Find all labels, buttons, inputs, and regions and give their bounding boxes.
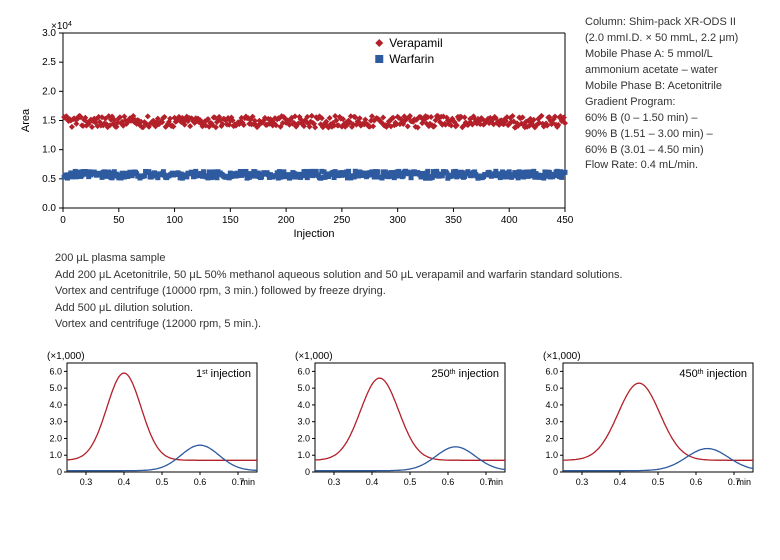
svg-text:100: 100 <box>166 215 183 226</box>
svg-text:(×1,000): (×1,000) <box>295 351 333 362</box>
svg-text:2.0: 2.0 <box>49 433 62 443</box>
svg-text:5.0: 5.0 <box>297 383 310 393</box>
svg-text:450th injection: 450th injection <box>679 368 747 380</box>
svg-text:0.5: 0.5 <box>652 477 665 487</box>
svg-text:2.0: 2.0 <box>42 86 56 97</box>
svg-text:400: 400 <box>501 215 518 226</box>
svg-text:150: 150 <box>222 215 239 226</box>
svg-text:3.0: 3.0 <box>49 416 62 426</box>
svg-text:0.6: 0.6 <box>194 477 207 487</box>
conditions-line: Mobile Phase A: 5 mmol/L <box>585 47 765 63</box>
svg-text:0.6: 0.6 <box>442 477 455 487</box>
svg-text:min: min <box>488 477 503 487</box>
svg-text:1.0: 1.0 <box>49 450 62 460</box>
chromatogram-panel: 01.02.03.04.05.06.00.30.40.50.60.7(×1,00… <box>531 347 759 492</box>
svg-text:5.0: 5.0 <box>545 383 558 393</box>
svg-text:350: 350 <box>445 215 462 226</box>
conditions-line: (2.0 mmI.D. × 50 mmL, 2.2 μm) <box>585 31 765 47</box>
svg-text:0.5: 0.5 <box>42 174 56 185</box>
chromatogram-row: 01.02.03.04.05.06.00.30.40.50.60.7(×1,00… <box>35 347 765 492</box>
svg-text:4.0: 4.0 <box>297 399 310 409</box>
svg-text:50: 50 <box>113 215 125 226</box>
svg-text:6.0: 6.0 <box>49 366 62 376</box>
svg-text:Verapamil: Verapamil <box>389 36 442 50</box>
svg-text:Injection: Injection <box>294 228 335 240</box>
svg-text:1.0: 1.0 <box>297 450 310 460</box>
protocol-line: Add 200 μL Acetonitrile, 50 μL 50% metha… <box>55 267 695 284</box>
protocol-line: Add 500 μL dilution solution. <box>55 300 695 317</box>
svg-text:250: 250 <box>334 215 351 226</box>
conditions-line: Gradient Program: <box>585 95 765 111</box>
conditions-line: Mobile Phase B: Acetonitrile <box>585 79 765 95</box>
conditions-line: Flow Rate: 0.4 mL/min. <box>585 158 765 174</box>
chromatogram-panel: 01.02.03.04.05.06.00.30.40.50.60.7(×1,00… <box>35 347 263 492</box>
svg-text:0.3: 0.3 <box>576 477 589 487</box>
svg-text:0.0: 0.0 <box>42 203 56 214</box>
svg-text:(×1,000): (×1,000) <box>47 351 85 362</box>
svg-text:0.4: 0.4 <box>366 477 379 487</box>
protocol-text: 200 μL plasma sampleAdd 200 μL Acetonitr… <box>55 250 695 333</box>
svg-text:5.0: 5.0 <box>49 383 62 393</box>
conditions-line: ammonium acetate – water <box>585 63 765 79</box>
conditions-line: 90% B (1.51 – 3.00 min) – <box>585 127 765 143</box>
protocol-line: Vortex and centrifuge (10000 rpm, 3 min.… <box>55 283 695 300</box>
svg-text:0: 0 <box>60 215 66 226</box>
svg-text:Warfarin: Warfarin <box>389 52 434 66</box>
svg-text:0: 0 <box>57 467 62 477</box>
svg-text:0: 0 <box>305 467 310 477</box>
svg-text:0.4: 0.4 <box>614 477 627 487</box>
svg-text:2.5: 2.5 <box>42 57 56 68</box>
svg-text:0.4: 0.4 <box>118 477 131 487</box>
svg-text:450: 450 <box>557 215 574 226</box>
conditions-line: 60% B (0 – 1.50 min) – <box>585 111 765 127</box>
chromatogram-panel: 01.02.03.04.05.06.00.30.40.50.60.7(×1,00… <box>283 347 511 492</box>
conditions-line: 60% B (3.01 – 4.50 min) <box>585 143 765 159</box>
svg-text:0.5: 0.5 <box>404 477 417 487</box>
svg-text:1.0: 1.0 <box>545 450 558 460</box>
svg-text:0.3: 0.3 <box>80 477 93 487</box>
svg-text:1st injection: 1st injection <box>196 368 251 380</box>
svg-text:(×1,000): (×1,000) <box>543 351 581 362</box>
svg-text:4.0: 4.0 <box>49 399 62 409</box>
svg-text:Area: Area <box>20 108 32 132</box>
svg-text:×104: ×104 <box>51 21 72 33</box>
svg-text:2.0: 2.0 <box>545 433 558 443</box>
svg-text:1.5: 1.5 <box>42 116 56 127</box>
svg-text:0.6: 0.6 <box>690 477 703 487</box>
svg-text:min: min <box>736 477 751 487</box>
scatter-chart: 0.00.51.01.52.02.53.00501001502002503003… <box>15 15 575 240</box>
svg-text:0.3: 0.3 <box>328 477 341 487</box>
protocol-line: Vortex and centrifuge (12000 rpm, 5 min.… <box>55 316 695 333</box>
svg-text:0.5: 0.5 <box>156 477 169 487</box>
svg-text:300: 300 <box>389 215 406 226</box>
svg-text:2.0: 2.0 <box>297 433 310 443</box>
svg-text:min: min <box>240 477 255 487</box>
svg-text:3.0: 3.0 <box>545 416 558 426</box>
svg-text:4.0: 4.0 <box>545 399 558 409</box>
conditions-line: Column: Shim-pack XR-ODS II <box>585 15 765 31</box>
svg-text:200: 200 <box>278 215 295 226</box>
svg-text:0: 0 <box>553 467 558 477</box>
svg-text:6.0: 6.0 <box>545 366 558 376</box>
svg-text:6.0: 6.0 <box>297 366 310 376</box>
svg-text:3.0: 3.0 <box>297 416 310 426</box>
protocol-line: 200 μL plasma sample <box>55 250 695 267</box>
svg-text:250th injection: 250th injection <box>431 368 499 380</box>
svg-text:1.0: 1.0 <box>42 145 56 156</box>
conditions-panel: Column: Shim-pack XR-ODS II(2.0 mmI.D. ×… <box>585 15 765 240</box>
